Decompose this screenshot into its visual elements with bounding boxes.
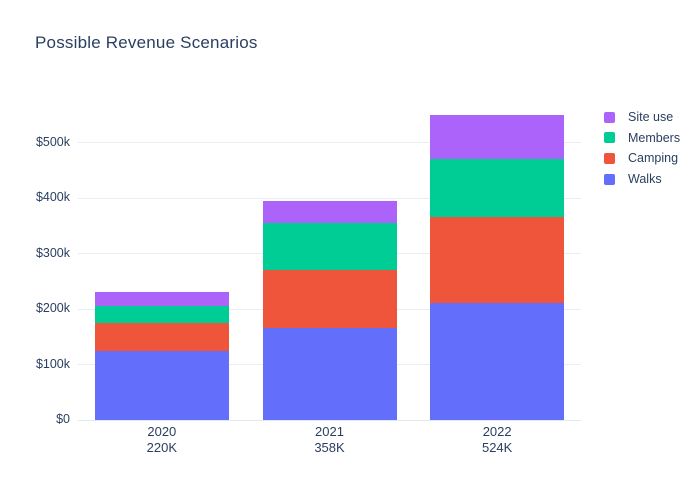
y-axis-tick-label: $200k [35,301,70,315]
x-tick-total: 220K [146,439,178,455]
bar-segment-members-2022[interactable] [430,159,565,218]
legend-label: Members [628,130,681,145]
x-tick-year: 2022 [482,424,512,439]
bar-segment-camping-2020[interactable] [94,322,229,351]
legend-item-site-use[interactable]: Site use [604,107,680,128]
legend-swatch-site-use [604,111,615,123]
y-axis-tick-label: $0 [56,412,70,426]
bar-segment-members-2020[interactable] [94,306,229,323]
y-axis-tick-label: $500k [35,134,70,149]
bar-segment-walks-2020[interactable] [94,350,229,420]
legend-label: Camping [628,151,679,166]
y-axis-tick-label: $400k [35,190,70,204]
gridline-0k [78,419,581,421]
legend: Site use Members Camping Walks [604,107,680,189]
legend-item-walks[interactable]: Walks [604,169,680,190]
x-tick-year: 2020 [147,424,177,439]
bar-segment-site-use-2021[interactable] [262,200,397,223]
bar-segment-camping-2022[interactable] [430,217,565,304]
x-axis-tick-label-2020: 2020 220K [92,424,232,455]
x-tick-total: 524K [481,439,513,455]
plot-area[interactable] [78,100,581,421]
legend-swatch-walks [604,173,615,185]
chart-title: Possible Revenue Scenarios [35,33,258,52]
bar-segment-site-use-2020[interactable] [94,292,229,307]
x-tick-year: 2021 [315,424,344,439]
legend-label: Site use [628,110,674,125]
bar-segment-camping-2021[interactable] [262,270,397,329]
y-axis-tick-label: $100k [35,356,70,371]
bar-segment-members-2021[interactable] [262,222,397,271]
bar-segment-site-use-2022[interactable] [430,114,565,160]
gridline-400k [78,197,581,199]
x-tick-total: 358K [314,439,345,455]
legend-item-members[interactable]: Members [604,128,680,149]
legend-label: Walks [628,172,662,187]
y-axis-tick-label: $300k [35,245,70,260]
gridline-500k [78,142,581,143]
legend-swatch-camping [604,152,615,164]
bar-segment-walks-2021[interactable] [262,328,397,420]
legend-swatch-members [604,132,615,144]
y-axis: $0 $100k $200k $300k $400k $500k [0,0,70,500]
x-axis-tick-label-2022: 2022 524K [427,424,567,455]
x-axis-tick-label-2021: 2021 358K [260,424,400,455]
legend-item-camping[interactable]: Camping [604,148,680,169]
bar-segment-walks-2022[interactable] [430,303,565,420]
